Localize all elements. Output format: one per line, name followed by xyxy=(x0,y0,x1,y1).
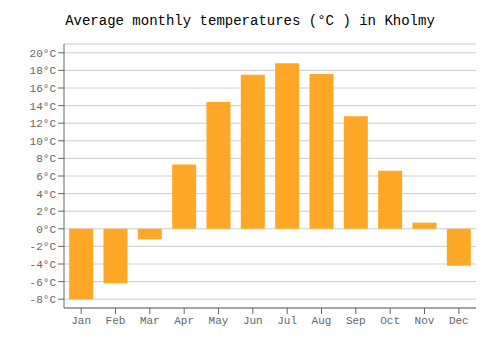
svg-text:8°C: 8°C xyxy=(36,153,56,165)
svg-text:-6°C: -6°C xyxy=(30,277,57,289)
svg-text:-2°C: -2°C xyxy=(30,241,57,253)
svg-text:-8°C: -8°C xyxy=(30,294,57,306)
svg-text:Dec: Dec xyxy=(449,315,469,327)
svg-text:Mar: Mar xyxy=(140,315,160,327)
svg-text:10°C: 10°C xyxy=(30,136,57,148)
svg-text:14°C: 14°C xyxy=(30,101,57,113)
svg-text:May: May xyxy=(209,315,229,327)
svg-text:2°C: 2°C xyxy=(36,206,56,218)
svg-text:20°C: 20°C xyxy=(30,48,57,60)
svg-text:12°C: 12°C xyxy=(30,118,57,130)
svg-text:6°C: 6°C xyxy=(36,171,56,183)
svg-text:Jun: Jun xyxy=(243,315,263,327)
svg-text:18°C: 18°C xyxy=(30,65,57,77)
svg-text:-4°C: -4°C xyxy=(30,259,57,271)
svg-text:Nov: Nov xyxy=(415,315,435,327)
svg-text:Sep: Sep xyxy=(346,315,366,327)
svg-text:Jul: Jul xyxy=(277,315,297,327)
svg-text:4°C: 4°C xyxy=(36,189,56,201)
html-text:Average monthly temperatures (: Average monthly temperatures (°C ) in Kh… xyxy=(65,13,435,29)
svg-text:Jan: Jan xyxy=(71,315,91,327)
svg-text:0°C: 0°C xyxy=(36,224,56,236)
svg-text:Aug: Aug xyxy=(312,315,332,327)
svg-text:Apr: Apr xyxy=(174,315,194,327)
svg-text:16°C: 16°C xyxy=(30,83,57,95)
svg-text:Oct: Oct xyxy=(380,315,400,327)
svg-text:Feb: Feb xyxy=(106,315,126,327)
